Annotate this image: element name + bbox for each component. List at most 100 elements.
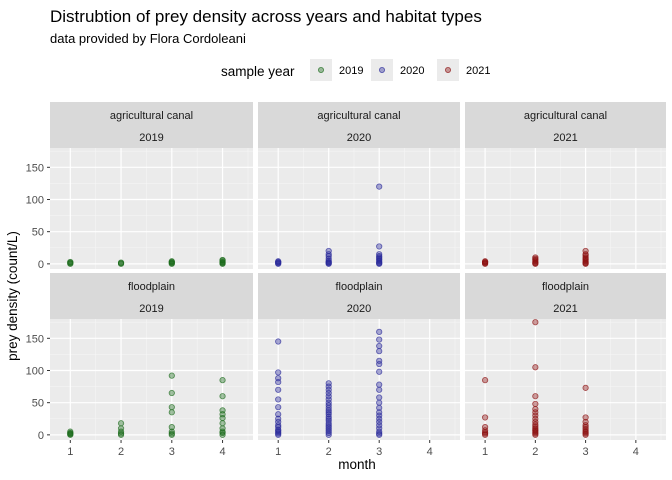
data-point [376,428,383,435]
data-point [168,430,175,437]
y-tick-label: 50 [32,227,44,239]
data-point [325,422,332,429]
x-tick-label: 3 [169,446,175,458]
data-point [275,258,282,265]
panel-background [50,148,253,269]
data-point [376,394,383,401]
data-point [275,411,282,418]
strip-label-habitat: floodplain [128,281,175,293]
facet-strip [50,102,253,148]
x-tick-label: 4 [219,446,225,458]
data-point [582,247,589,255]
data-point [325,383,332,390]
data-point [532,319,539,326]
data-point [67,428,74,435]
x-tick-label: 1 [67,446,73,458]
data-point [168,389,175,397]
data-point [532,409,539,416]
data-point [275,386,282,393]
x-tick-label: 4 [427,446,433,458]
strip-label-year: 2019 [139,303,163,315]
data-point [376,412,383,419]
strip-label-year: 2021 [553,303,577,315]
chart-subtitle: data provided by Flora Cordoleani [50,31,246,46]
panel-background [258,319,460,440]
data-point [325,247,332,255]
data-point [325,399,332,406]
data-point [325,396,332,403]
y-tick-label: 0 [38,259,44,271]
data-point [376,386,383,393]
legend-key-point [444,67,451,74]
data-point [532,364,539,371]
data-point [325,409,332,416]
x-tick-label: 2 [118,446,124,458]
legend-key-bg [437,59,459,81]
facet-panels: agricultural canal 2019 0 50 100 150 agricultu… [26,102,666,458]
strip-label-year: 2020 [347,303,371,315]
data-point [168,404,175,411]
data-point [376,348,383,355]
data-point [582,254,589,261]
data-point [275,396,282,403]
data-point [168,258,175,265]
panel-background [465,148,666,269]
data-point [325,380,332,387]
data-point [376,425,383,432]
data-point [67,258,74,266]
y-axis-title: prey density (count/L) [5,231,20,361]
legend-label: 2019 [339,65,363,77]
data-point [376,342,383,350]
y-tick-label: 150 [26,333,44,345]
data-point [168,372,175,379]
data-point [481,427,489,434]
data-point [481,414,489,421]
data-point [219,407,226,414]
data-point [376,328,383,335]
data-point [582,384,589,391]
legend-key-point [378,67,385,74]
data-point [219,393,226,400]
data-point [325,393,332,400]
data-point [376,183,383,190]
x-tick-label: 2 [532,446,538,458]
y-tick-label: 100 [26,194,44,206]
legend: sample year 2019 2020 2021 [221,59,490,81]
facet-strip [258,102,460,148]
data-point [582,418,589,426]
data-point [376,415,383,422]
data-point [275,415,282,422]
x-tick-label: 2 [326,446,332,458]
data-point [376,336,383,343]
data-point [376,409,383,416]
facet-strip [50,273,253,319]
data-point [376,404,383,411]
strip-label-habitat: agricultural canal [110,110,193,122]
strip-label-habitat: agricultural canal [317,110,400,122]
data-point [219,425,226,432]
data-point [168,424,175,431]
x-tick-label: 1 [482,446,488,458]
data-point [219,420,226,427]
data-point [532,415,539,422]
facet-strip [465,273,666,319]
data-point [275,404,282,411]
data-point [376,422,383,429]
x-tick-label: 4 [633,446,639,458]
legend-label: 2020 [400,65,424,77]
data-point [219,428,226,435]
data-point [481,424,489,431]
data-point [532,254,539,261]
x-tick-label: 1 [275,446,281,458]
facet-panel: agricultural canal 2021 [465,102,666,269]
x-tick-label: 3 [583,446,589,458]
data-point [532,423,539,430]
data-point [532,400,539,408]
panel-background [258,148,460,269]
data-point [168,428,175,435]
data-point [168,409,175,416]
facet-panel: floodplain 2021 1 2 3 4 [465,273,666,458]
legend-key-point [317,67,324,74]
data-point [275,418,282,426]
